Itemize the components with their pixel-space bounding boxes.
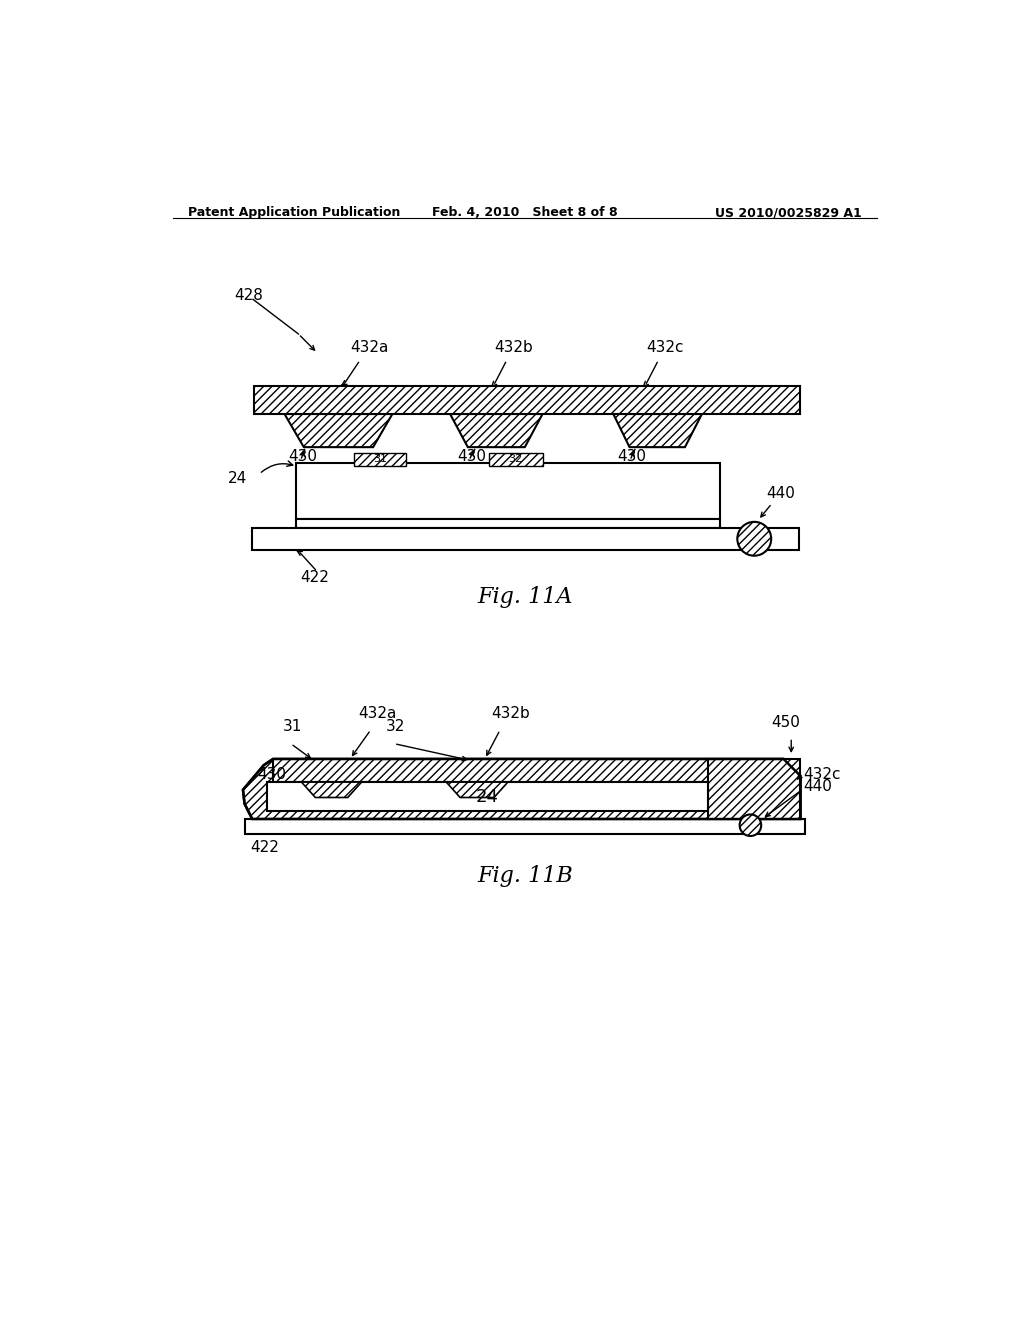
Text: 432c: 432c <box>803 767 841 781</box>
Text: Patent Application Publication: Patent Application Publication <box>188 206 400 219</box>
Text: 32: 32 <box>509 454 522 465</box>
Text: 432b: 432b <box>490 705 529 721</box>
Polygon shape <box>451 414 543 447</box>
Text: 31: 31 <box>373 454 387 465</box>
Text: 450: 450 <box>772 714 801 730</box>
Text: Feb. 4, 2010   Sheet 8 of 8: Feb. 4, 2010 Sheet 8 of 8 <box>432 206 617 219</box>
Bar <box>296 519 720 528</box>
Bar <box>267 781 708 812</box>
Text: 422: 422 <box>250 840 279 855</box>
Bar <box>296 462 720 519</box>
Text: 31: 31 <box>283 719 302 734</box>
Text: 428: 428 <box>234 288 263 302</box>
Text: US 2010/0025829 A1: US 2010/0025829 A1 <box>716 206 862 219</box>
Polygon shape <box>301 781 361 797</box>
Polygon shape <box>446 781 508 797</box>
Wedge shape <box>737 521 771 556</box>
Text: 430: 430 <box>457 449 486 463</box>
Text: 440: 440 <box>803 779 831 795</box>
Bar <box>354 453 407 466</box>
Text: 430: 430 <box>289 449 317 463</box>
Text: 32: 32 <box>386 719 406 734</box>
Text: 432a: 432a <box>358 705 397 721</box>
Bar <box>252 528 799 549</box>
Polygon shape <box>243 759 801 818</box>
Text: 430: 430 <box>258 767 287 781</box>
Text: 432b: 432b <box>494 339 532 355</box>
Polygon shape <box>285 414 392 447</box>
Text: 432a: 432a <box>350 339 388 355</box>
Text: 430: 430 <box>617 449 646 463</box>
Text: 440: 440 <box>766 486 795 502</box>
Bar <box>488 453 543 466</box>
Text: 24: 24 <box>228 471 248 486</box>
Polygon shape <box>267 781 708 812</box>
Text: 432c: 432c <box>646 339 684 355</box>
Text: 24: 24 <box>475 788 499 805</box>
Wedge shape <box>739 814 761 836</box>
Bar <box>254 385 801 414</box>
Bar <box>273 759 783 781</box>
Text: Fig. 11A: Fig. 11A <box>477 586 572 607</box>
Text: 422: 422 <box>300 570 329 585</box>
Text: Fig. 11B: Fig. 11B <box>477 866 572 887</box>
Bar <box>245 818 805 834</box>
Polygon shape <box>613 414 701 447</box>
Bar <box>708 759 801 818</box>
